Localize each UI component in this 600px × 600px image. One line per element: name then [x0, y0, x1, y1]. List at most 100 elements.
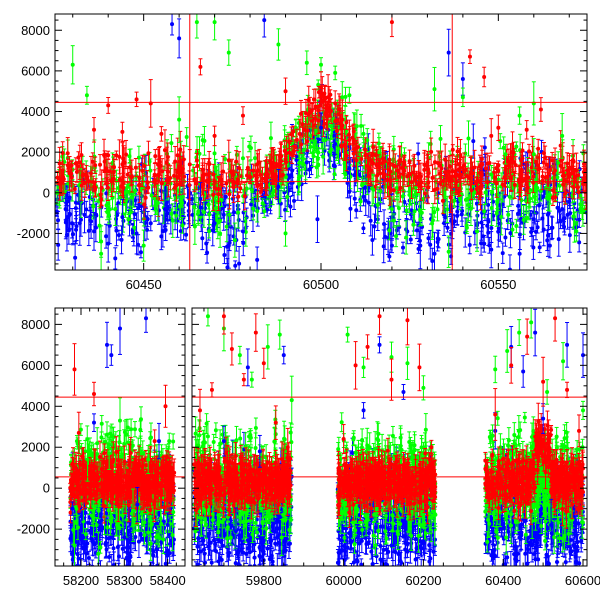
- data-point: [224, 224, 229, 229]
- data-point: [76, 192, 81, 197]
- band-point: [455, 206, 460, 226]
- data-point: [348, 206, 353, 211]
- data-point: [483, 190, 488, 195]
- data-point: [368, 218, 373, 223]
- band-point: [537, 241, 542, 254]
- data-point: [489, 205, 494, 210]
- data-point: [64, 232, 69, 237]
- data-point: [113, 256, 118, 261]
- data-point: [535, 225, 540, 230]
- data-point: [479, 220, 484, 225]
- band-point: [222, 190, 227, 223]
- data-point: [136, 242, 141, 247]
- data-point: [244, 186, 249, 191]
- band-point: [184, 228, 189, 242]
- data-point: [485, 223, 490, 228]
- band-point: [56, 229, 61, 261]
- data-point: [358, 199, 363, 204]
- data-point: [222, 253, 227, 258]
- data-point: [432, 210, 437, 215]
- data-point: [116, 233, 121, 238]
- data-point: [354, 124, 359, 129]
- band-point: [233, 260, 238, 270]
- band-point: [84, 200, 89, 218]
- data-point: [409, 212, 414, 217]
- band-point: [307, 160, 312, 179]
- data-point: [167, 206, 172, 211]
- data-point: [292, 198, 297, 203]
- data-point: [268, 136, 273, 141]
- band-point: [428, 229, 433, 260]
- band-point: [332, 168, 337, 180]
- data-point: [361, 226, 366, 231]
- band-point: [540, 204, 545, 233]
- band-point: [404, 205, 409, 215]
- data-point: [438, 136, 443, 141]
- band-point: [487, 237, 492, 254]
- data-point: [430, 258, 435, 263]
- data-point: [177, 204, 182, 209]
- data-point: [381, 244, 386, 249]
- band-point: [370, 224, 375, 256]
- band-point: [430, 247, 435, 270]
- band-point: [205, 241, 210, 264]
- band-point: [119, 225, 124, 255]
- band-point: [265, 202, 270, 217]
- data-point: [391, 218, 396, 223]
- data-point: [84, 207, 89, 212]
- data-point: [222, 274, 226, 278]
- data-point: [496, 226, 501, 231]
- band-point: [555, 192, 560, 224]
- data-point: [506, 212, 511, 217]
- data-point: [491, 213, 496, 218]
- data-point: [402, 199, 407, 204]
- data-point: [213, 206, 218, 211]
- band-point: [248, 135, 253, 161]
- data-point: [430, 221, 435, 226]
- data-point: [169, 141, 174, 146]
- data-point: [455, 213, 460, 218]
- band-point: [529, 227, 534, 237]
- band-point: [363, 185, 368, 216]
- data-point: [387, 254, 392, 259]
- data-point: [321, 154, 326, 159]
- band-point: [70, 208, 75, 239]
- data-point: [565, 212, 570, 217]
- band-point: [184, 127, 189, 147]
- band-point: [497, 191, 502, 219]
- data-point: [352, 196, 357, 201]
- band-point: [496, 216, 501, 241]
- band-point: [581, 144, 586, 163]
- data-point: [468, 206, 473, 211]
- data-point: [160, 229, 165, 234]
- band-point: [482, 204, 487, 219]
- band-point: [145, 220, 150, 240]
- band-point: [169, 134, 174, 153]
- data-point: [354, 208, 359, 213]
- band-point: [381, 229, 386, 264]
- data-point: [200, 236, 205, 241]
- data-point: [575, 208, 580, 213]
- data-point: [404, 208, 409, 213]
- data-point: [107, 207, 112, 212]
- band-point: [200, 226, 205, 251]
- band-point: [547, 232, 552, 259]
- data-point: [508, 231, 513, 236]
- data-point: [212, 151, 217, 156]
- band-point: [132, 209, 137, 220]
- data-point: [533, 189, 538, 194]
- data-point: [170, 218, 175, 223]
- band-point: [521, 205, 526, 235]
- data-point: [545, 238, 550, 243]
- data-point: [445, 207, 450, 212]
- data-point: [466, 202, 471, 207]
- data-point: [165, 211, 170, 216]
- data-point: [56, 218, 61, 223]
- data-point: [222, 204, 227, 209]
- data-point: [415, 228, 420, 233]
- data-point: [482, 209, 487, 214]
- data-point: [533, 229, 538, 234]
- data-point: [73, 255, 78, 260]
- data-point: [408, 237, 413, 242]
- data-point: [116, 201, 121, 206]
